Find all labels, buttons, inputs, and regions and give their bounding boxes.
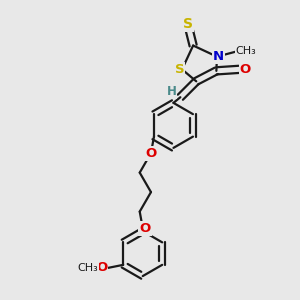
Text: O: O (140, 222, 151, 235)
Text: S: S (175, 63, 184, 76)
Text: O: O (240, 63, 251, 76)
Text: O: O (96, 261, 107, 274)
Text: O: O (145, 147, 157, 160)
Text: CH₃: CH₃ (77, 263, 98, 273)
Text: CH₃: CH₃ (236, 46, 256, 56)
Text: N: N (213, 50, 224, 63)
Text: S: S (183, 17, 193, 31)
Text: H: H (167, 85, 176, 98)
